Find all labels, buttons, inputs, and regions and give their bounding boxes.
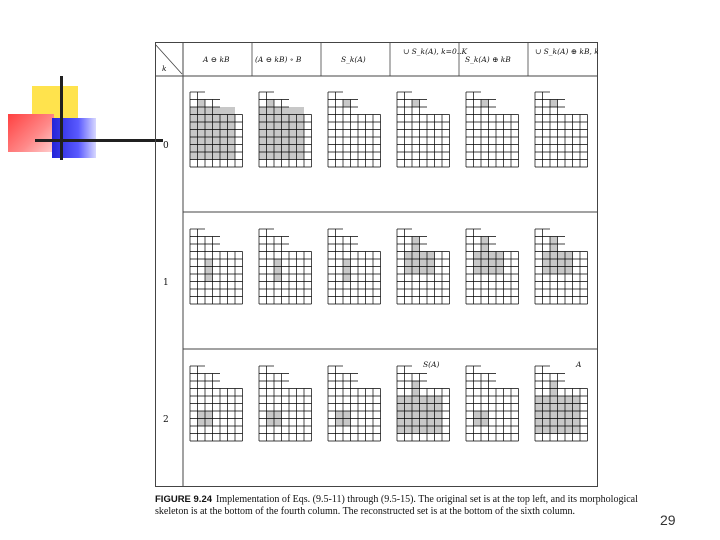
figure-caption: FIGURE 9.24 Implementation of Eqs. (9.5-1… <box>155 494 640 517</box>
caption-label: FIGURE 9.24 <box>155 494 213 505</box>
annotation-set-a: A <box>575 360 582 369</box>
pixel-grid <box>465 365 519 442</box>
header-col-6: ∪ S_k(A) ⊕ kB, k=0..K <box>535 47 598 56</box>
morphology-figure: k A ⊖ kB (A ⊖ kB) ∘ B S_k(A) ∪ S_k(A), k… <box>155 42 598 487</box>
pixel-grid <box>258 365 312 442</box>
header-col-2: (A ⊖ kB) ∘ B <box>255 55 302 64</box>
header-col-4: ∪ S_k(A), k=0..K <box>403 47 468 56</box>
set-pixels <box>481 99 489 107</box>
decor-vertical-line <box>60 76 63 160</box>
annotation-skeleton: S(A) <box>423 360 439 369</box>
k-label-2: 2 <box>163 415 169 425</box>
pixel-grid <box>258 91 312 168</box>
pixel-grid <box>534 91 588 168</box>
pixel-grid <box>396 365 450 442</box>
pixel-grid <box>189 91 243 168</box>
pixel-grid <box>189 365 243 442</box>
decor-red-square <box>8 114 54 152</box>
page-number: 29 <box>660 512 676 528</box>
header-col-1: A ⊖ kB <box>202 55 230 64</box>
set-pixels <box>274 259 282 282</box>
set-pixels <box>205 259 213 282</box>
row-header-k: k <box>162 64 167 73</box>
decor-horizontal-line <box>35 139 163 142</box>
caption-text: Implementation of Eqs. (9.5-11) through … <box>155 494 638 517</box>
header-col-3: S_k(A) <box>341 55 366 64</box>
pixel-grid <box>189 228 243 305</box>
pixel-grid <box>465 91 519 168</box>
pixel-grid <box>465 228 519 305</box>
set-pixels <box>550 99 558 107</box>
k-label-0: 0 <box>163 141 169 151</box>
pixel-grid <box>327 365 381 442</box>
set-pixels <box>343 99 351 107</box>
pixel-grid <box>396 91 450 168</box>
set-pixels <box>412 99 420 107</box>
corner-diagonal <box>155 43 183 75</box>
set-pixels <box>550 381 558 404</box>
pixel-grid <box>258 228 312 305</box>
figure-grid: k A ⊖ kB (A ⊖ kB) ∘ B S_k(A) ∪ S_k(A), k… <box>155 42 598 487</box>
pixel-grid <box>327 91 381 168</box>
header-col-5: S_k(A) ⊕ kB <box>465 55 511 64</box>
pixel-grid <box>327 228 381 305</box>
set-pixels <box>343 259 351 282</box>
set-pixels <box>412 381 420 404</box>
k-label-1: 1 <box>163 278 169 288</box>
pixel-grid <box>534 365 588 442</box>
pixel-grid <box>534 228 588 305</box>
pixel-grid <box>396 228 450 305</box>
decor-blue-square <box>52 118 96 158</box>
figure-border <box>155 42 598 487</box>
